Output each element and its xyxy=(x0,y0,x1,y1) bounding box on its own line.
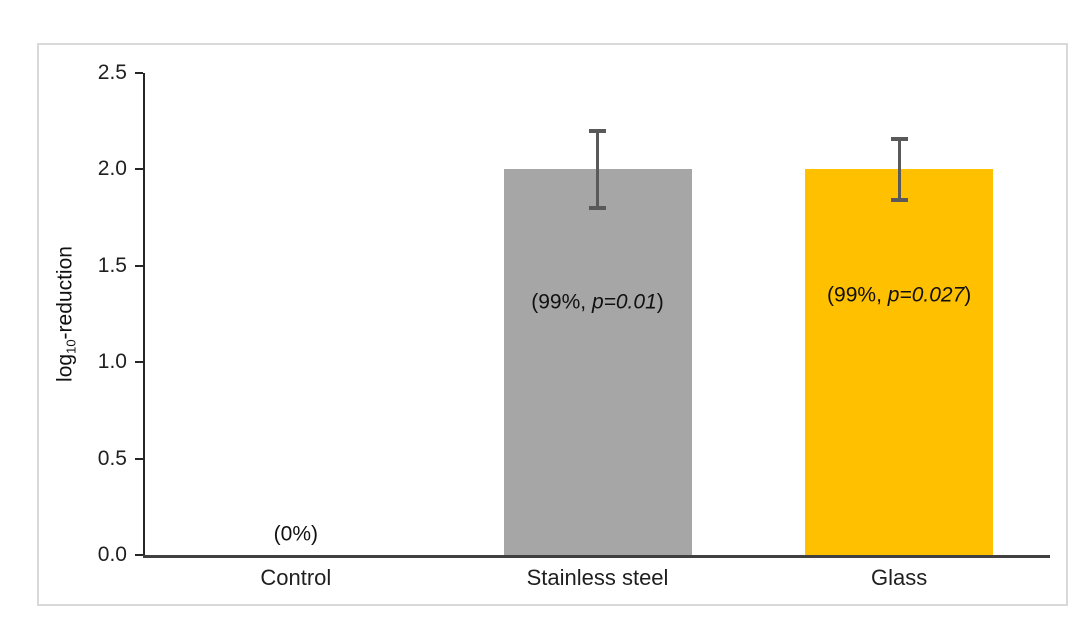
y-tick-label: 1.0 xyxy=(97,350,127,374)
bar-annotation: (99%, p=0.01) xyxy=(531,290,664,314)
bar-glass xyxy=(805,169,994,556)
y-tick-mark xyxy=(135,457,143,460)
x-axis-label-stainless-steel: Stainless steel xyxy=(526,565,669,590)
error-bar-cap-bottom xyxy=(890,198,908,203)
y-tick-mark xyxy=(135,72,143,74)
x-axis-line xyxy=(143,555,1050,558)
y-axis-line xyxy=(143,73,145,557)
error-bar-cap-top xyxy=(589,128,606,133)
error-bar-line xyxy=(596,130,599,208)
error-bar-line xyxy=(897,138,901,201)
error-bar-cap-bottom xyxy=(589,205,606,210)
y-tick-label: 1.5 xyxy=(97,253,127,277)
y-tick-label: 2.0 xyxy=(97,157,127,181)
bar-annotation: (99%, p=0.027) xyxy=(827,283,972,307)
y-tick-mark xyxy=(135,361,143,364)
bar-annotation: (0%) xyxy=(273,522,318,546)
error-bar-cap-top xyxy=(890,136,908,141)
y-tick-label: 0.5 xyxy=(97,446,127,470)
x-axis-label-control: Control xyxy=(260,565,332,590)
y-tick-mark xyxy=(135,264,143,267)
y-tick-label: 2.5 xyxy=(97,61,127,85)
y-tick-mark xyxy=(135,168,143,171)
y-tick-mark xyxy=(135,554,143,556)
chart-frame: log10-reduction 0.0 0.5 1.0 1.5 2.0 2.5 Contro… xyxy=(37,43,1068,606)
y-tick-label: 0.0 xyxy=(97,543,127,567)
x-axis-label-glass: Glass xyxy=(871,565,928,590)
bar-stainless-steel xyxy=(503,169,692,556)
plot-area: log10-reduction 0.0 0.5 1.0 1.5 2.0 2.5 Contro… xyxy=(39,45,1066,604)
